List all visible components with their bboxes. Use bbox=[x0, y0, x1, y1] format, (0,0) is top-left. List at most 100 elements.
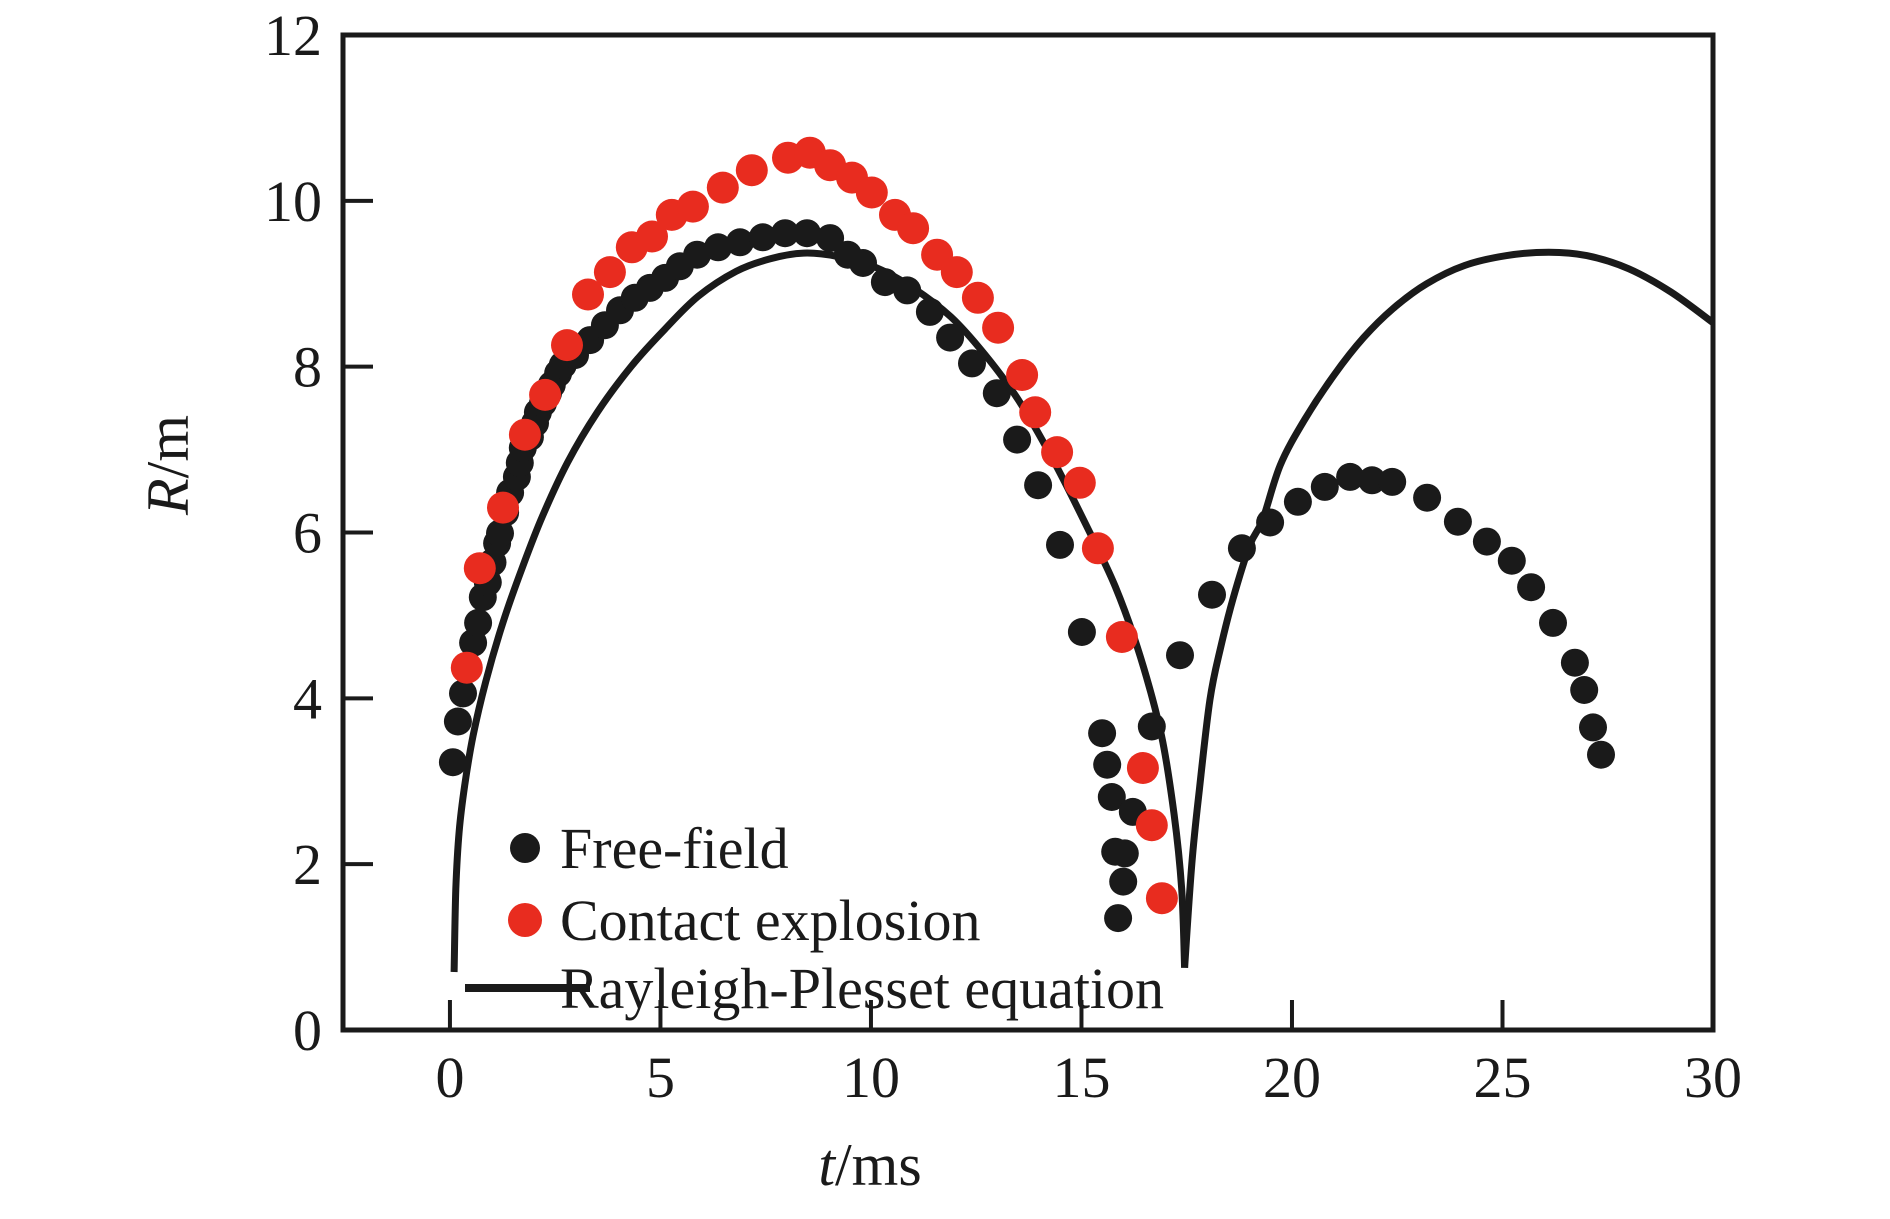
free-field-point bbox=[793, 219, 821, 248]
x-tick-label: 20 bbox=[1263, 1045, 1321, 1110]
free-field-point bbox=[1517, 573, 1546, 602]
free-field-point bbox=[936, 323, 965, 352]
x-tick-label: 10 bbox=[842, 1045, 900, 1110]
free-field-point bbox=[1024, 471, 1053, 500]
free-field-point bbox=[1166, 641, 1194, 670]
y-tick-label: 0 bbox=[293, 998, 322, 1063]
free-field-point bbox=[464, 608, 493, 637]
free-field-point bbox=[1003, 425, 1032, 454]
free-field-point bbox=[1497, 546, 1526, 575]
free-field-point bbox=[816, 224, 845, 253]
contact-explosion-point bbox=[1019, 396, 1052, 429]
plot-border bbox=[340, 32, 1716, 1033]
free-field-point bbox=[1560, 648, 1589, 677]
free-field-point bbox=[1067, 618, 1096, 646]
free-field-point bbox=[1227, 534, 1256, 563]
free-field-point bbox=[870, 268, 899, 297]
contact-explosion-point bbox=[1081, 532, 1114, 565]
free-field-point bbox=[438, 748, 467, 777]
free-field-point bbox=[726, 228, 754, 257]
x-tick-label: 0 bbox=[435, 1045, 464, 1110]
free-field-point bbox=[1198, 580, 1226, 609]
contact-explosion-point bbox=[487, 491, 519, 524]
contact-explosion-point bbox=[735, 154, 768, 187]
contact-explosion-point bbox=[940, 256, 973, 289]
contact-explosion-series bbox=[450, 136, 1178, 915]
axis-ticks bbox=[343, 33, 1715, 1032]
free-field-point bbox=[982, 379, 1011, 408]
free-field-point bbox=[1110, 839, 1139, 868]
contact-explosion-point bbox=[508, 418, 541, 451]
contact-explosion-point bbox=[593, 256, 626, 289]
legend-marker-contact-explosion-dot bbox=[508, 903, 542, 937]
axis-tick-labels: 0 5 10 15 20 25 30 0 2 4 6 8 10 12 bbox=[264, 3, 1742, 1110]
free-field-point bbox=[1443, 507, 1472, 536]
y-axis-title: R/m bbox=[135, 415, 201, 516]
contact-explosion-point bbox=[961, 281, 994, 314]
free-field-point bbox=[704, 233, 733, 262]
x-axis-title: t/ms bbox=[818, 1132, 921, 1198]
free-field-point bbox=[748, 223, 777, 252]
free-field-point bbox=[443, 707, 472, 736]
contact-explosion-point bbox=[897, 212, 930, 245]
legend: Free-field Contact explosion Rayleigh-Pl… bbox=[465, 816, 1164, 1021]
free-field-point bbox=[958, 349, 986, 378]
rayleigh-plesset-curve-segment bbox=[1181, 248, 1716, 969]
contact-explosion-point bbox=[1041, 436, 1074, 469]
contact-explosion-point bbox=[572, 278, 604, 311]
free-field-point bbox=[1097, 783, 1126, 811]
contact-explosion-point bbox=[855, 176, 888, 209]
free-field-series bbox=[438, 219, 1615, 933]
x-tick-label: 15 bbox=[1052, 1045, 1110, 1110]
free-field-point bbox=[849, 249, 877, 277]
free-field-point bbox=[1587, 740, 1615, 769]
free-field-point bbox=[893, 276, 922, 305]
contact-explosion-point bbox=[1126, 752, 1159, 784]
free-field-point bbox=[1358, 466, 1386, 495]
free-field-point bbox=[683, 240, 712, 269]
contact-explosion-point bbox=[450, 651, 483, 684]
x-tick-label: 5 bbox=[646, 1045, 675, 1110]
free-field-point bbox=[771, 219, 800, 248]
free-field-point bbox=[1539, 608, 1567, 637]
rayleigh-plesset-curve-segment bbox=[450, 249, 1189, 973]
contact-explosion-point bbox=[706, 171, 739, 204]
y-tick-label: 8 bbox=[293, 335, 322, 400]
legend-label-free-field: Free-field bbox=[560, 816, 789, 881]
legend-marker-free-field-dot bbox=[510, 833, 540, 863]
free-field-point bbox=[1570, 676, 1599, 704]
free-field-point bbox=[1088, 719, 1117, 748]
free-field-point bbox=[1046, 530, 1074, 559]
y-tick-label: 2 bbox=[293, 832, 322, 897]
free-field-point bbox=[1137, 712, 1166, 741]
rayleigh-plesset-curve bbox=[450, 248, 1716, 973]
free-field-point bbox=[1093, 750, 1122, 779]
free-field-point bbox=[1413, 483, 1442, 512]
data-series bbox=[438, 136, 1716, 973]
free-field-point bbox=[1378, 467, 1407, 496]
y-tick-label: 12 bbox=[264, 3, 322, 68]
legend-label-contact-explosion: Contact explosion bbox=[560, 888, 980, 953]
contact-explosion-point bbox=[1145, 882, 1178, 915]
y-tick-label: 6 bbox=[293, 501, 322, 566]
y-tick-label: 4 bbox=[293, 666, 322, 731]
contact-explosion-point bbox=[636, 220, 668, 253]
contact-explosion-point bbox=[1105, 621, 1138, 653]
contact-explosion-point bbox=[676, 190, 709, 223]
contact-explosion-point bbox=[1006, 359, 1039, 391]
free-field-point bbox=[1472, 527, 1501, 556]
legend-label-rayleigh-plesset: Rayleigh-Plesset equation bbox=[560, 956, 1164, 1021]
free-field-point bbox=[915, 297, 944, 326]
free-field-point bbox=[1579, 713, 1607, 742]
free-field-point bbox=[449, 679, 477, 708]
y-tick-label: 10 bbox=[264, 169, 322, 234]
x-tick-label: 25 bbox=[1473, 1045, 1531, 1110]
contact-explosion-point bbox=[551, 329, 583, 362]
contact-explosion-point bbox=[1135, 809, 1168, 842]
x-tick-label: 30 bbox=[1684, 1045, 1742, 1110]
free-field-point bbox=[1336, 462, 1365, 491]
contact-explosion-point bbox=[982, 311, 1015, 344]
free-field-point bbox=[1104, 904, 1133, 933]
